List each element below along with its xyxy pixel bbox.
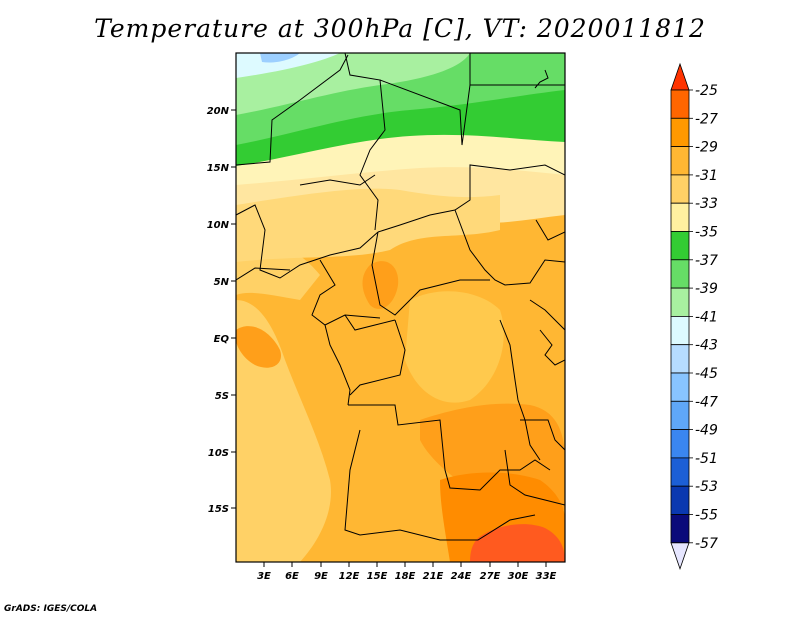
lat-label-20n: 20N <box>207 106 230 117</box>
colorbar-label: -43 <box>695 338 718 354</box>
lon-label-21e: 21E <box>423 571 444 582</box>
lat-label-5n: 5N <box>214 277 230 288</box>
colorbar-label: -27 <box>695 111 718 127</box>
colorbar-label: -25 <box>695 83 718 99</box>
lon-ticks <box>263 562 547 567</box>
country-borders <box>236 53 565 541</box>
lon-label-3e: 3E <box>257 571 271 582</box>
colorbar-label: -55 <box>695 508 718 524</box>
lon-label-30e: 30E <box>508 571 529 582</box>
colorbar-box <box>670 400 690 430</box>
colorbar-label: -51 <box>695 451 718 467</box>
colorbar-box <box>670 372 690 402</box>
colorbar-box <box>670 457 690 487</box>
lat-label-15n: 15N <box>207 163 230 174</box>
colorbar-label: -31 <box>695 168 718 184</box>
colorbar: -25 -27 -29 -31 -33 -35 -37 -39 -41 -43 -45 -47 -49 -… <box>670 62 718 571</box>
lat-label-10n: 10N <box>207 220 230 231</box>
colorbar-box <box>670 514 690 544</box>
colorbar-label: -53 <box>695 479 718 495</box>
colorbar-box <box>670 287 690 317</box>
temperature-field <box>236 53 565 562</box>
colorbar-label: -29 <box>695 140 718 156</box>
credit-text: GrADS: IGES/COLA <box>4 604 98 614</box>
colorbar-bottom-triangle <box>670 542 690 571</box>
lon-labels: 3E 6E 9E 12E 15E 18E 21E 24E 27E 30E 33E <box>257 571 556 582</box>
lon-label-27e: 27E <box>480 571 501 582</box>
lat-labels: 20N 15N 10N 5N EQ 5S 10S 15S <box>207 106 230 515</box>
colorbar-box <box>670 259 690 289</box>
colorbar-box <box>670 174 690 204</box>
lat-label-15s: 15S <box>208 504 229 515</box>
map-frame <box>235 52 566 563</box>
colorbar-top-triangle <box>670 62 690 91</box>
colorbar-box <box>670 429 690 459</box>
colorbar-box <box>670 89 690 119</box>
colorbar-label: -47 <box>695 394 718 410</box>
colorbar-box <box>670 146 690 176</box>
colorbar-label: -41 <box>695 309 718 325</box>
lon-label-6e: 6E <box>285 571 299 582</box>
colorbar-box <box>670 231 690 261</box>
lat-label-eq: EQ <box>214 334 230 345</box>
colorbar-label: -49 <box>695 423 718 439</box>
lat-label-5s: 5S <box>215 391 229 402</box>
colorbar-box <box>670 485 690 515</box>
colorbar-box <box>670 315 690 346</box>
lon-label-18e: 18E <box>395 571 416 582</box>
lon-label-24e: 24E <box>451 571 472 582</box>
colorbar-label: -37 <box>695 253 718 269</box>
colorbar-box <box>670 202 690 232</box>
lon-label-12e: 12E <box>339 571 360 582</box>
lon-label-33e: 33E <box>536 571 557 582</box>
colorbar-label: -57 <box>695 536 718 552</box>
colorbar-box <box>670 117 690 148</box>
colorbar-label: -45 <box>695 366 718 382</box>
colorbar-label: -33 <box>695 196 718 212</box>
lon-label-15e: 15E <box>367 571 388 582</box>
lat-label-10s: 10S <box>208 448 229 459</box>
map-title: Temperature at 300hPa [C], VT: 202001181… <box>94 14 706 43</box>
lon-label-9e: 9E <box>314 571 328 582</box>
colorbar-label: -35 <box>695 225 718 241</box>
colorbar-label: -39 <box>695 281 718 297</box>
lat-ticks <box>231 109 236 509</box>
colorbar-box <box>670 344 690 374</box>
